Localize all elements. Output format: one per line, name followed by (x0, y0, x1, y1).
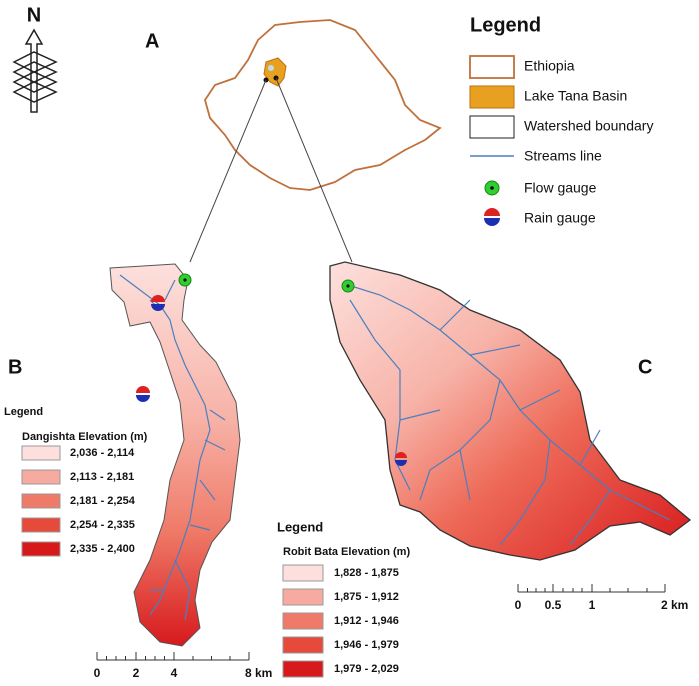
zoom-line (189, 79, 267, 263)
rain-gauge (136, 386, 150, 402)
flow-gauge (341, 279, 355, 293)
legend-swatch (282, 612, 324, 630)
legend-label: Lake Tana Basin (524, 88, 627, 104)
scale-label: 4 (171, 666, 178, 680)
scale-label: 2 km (661, 598, 688, 612)
legend-swatch (21, 541, 61, 557)
scale-bar (517, 584, 666, 593)
legend-label: Flow gauge (524, 180, 597, 196)
legend-label: 2,036 - 2,114 (70, 447, 135, 459)
legend-title: Legend (4, 406, 43, 418)
legend-swatch (484, 208, 500, 226)
legend-swatch (21, 445, 61, 461)
rain-gauge (151, 295, 165, 311)
zoom-line (275, 77, 353, 263)
legend-swatch (21, 517, 61, 533)
legend-label: 1,875 - 1,912 (334, 591, 399, 603)
watershed-c (329, 261, 692, 561)
panel-label: A (145, 30, 159, 52)
rain-gauge (395, 452, 407, 466)
streams-c (347, 284, 671, 546)
lake (268, 65, 274, 71)
legend-subtitle: Dangishta Elevation (m) (22, 431, 148, 443)
legend-label: 1,828 - 1,875 (334, 567, 399, 579)
legend-swatch (484, 180, 500, 196)
legend-label: 2,113 - 2,181 (70, 471, 134, 483)
ethiopia-outline (204, 19, 442, 191)
panel-label: C (638, 356, 652, 378)
scale-label: 0.5 (545, 598, 562, 612)
legend-subtitle: Robit Bata Elevation (m) (283, 546, 410, 558)
legend-label: 2,335 - 2,400 (70, 543, 135, 555)
north-arrow: N (12, 4, 58, 113)
lake-tana-basin (263, 57, 287, 87)
legend-label: Streams line (524, 148, 602, 164)
north-label: N (27, 4, 41, 26)
legend-label: 2,254 - 2,335 (70, 519, 135, 531)
legend-label: 1,979 - 2,029 (334, 663, 399, 675)
legend-swatch (469, 115, 515, 139)
legend-label: 1,946 - 1,979 (334, 639, 399, 651)
legend-label: Watershed boundary (524, 118, 653, 134)
watershed-b (109, 263, 241, 647)
legend-swatch (282, 588, 324, 606)
scale-label: 1 (589, 598, 596, 612)
flow-gauge (178, 273, 192, 287)
legend-label: Rain gauge (524, 210, 596, 226)
legend-title: Legend (277, 519, 323, 534)
scale-label: 0 (515, 598, 522, 612)
legend-swatch (469, 85, 515, 109)
legend-swatch (469, 55, 515, 79)
legend-label: 2,181 - 2,254 (70, 495, 136, 507)
scale-label: 0 (94, 666, 101, 680)
legend-swatch (282, 564, 324, 582)
legend-title: Legend (470, 14, 541, 36)
panel-label: B (8, 356, 22, 378)
legend-label: Ethiopia (524, 58, 575, 74)
legend-label: 1,912 - 1,946 (334, 615, 399, 627)
scale-bar (96, 652, 250, 661)
scale-label: 8 km (245, 666, 272, 680)
legend-swatch (282, 636, 324, 654)
scale-label: 2 (133, 666, 140, 680)
legend-swatch (21, 493, 61, 509)
legend-swatch (282, 660, 324, 678)
legend-swatch (21, 469, 61, 485)
